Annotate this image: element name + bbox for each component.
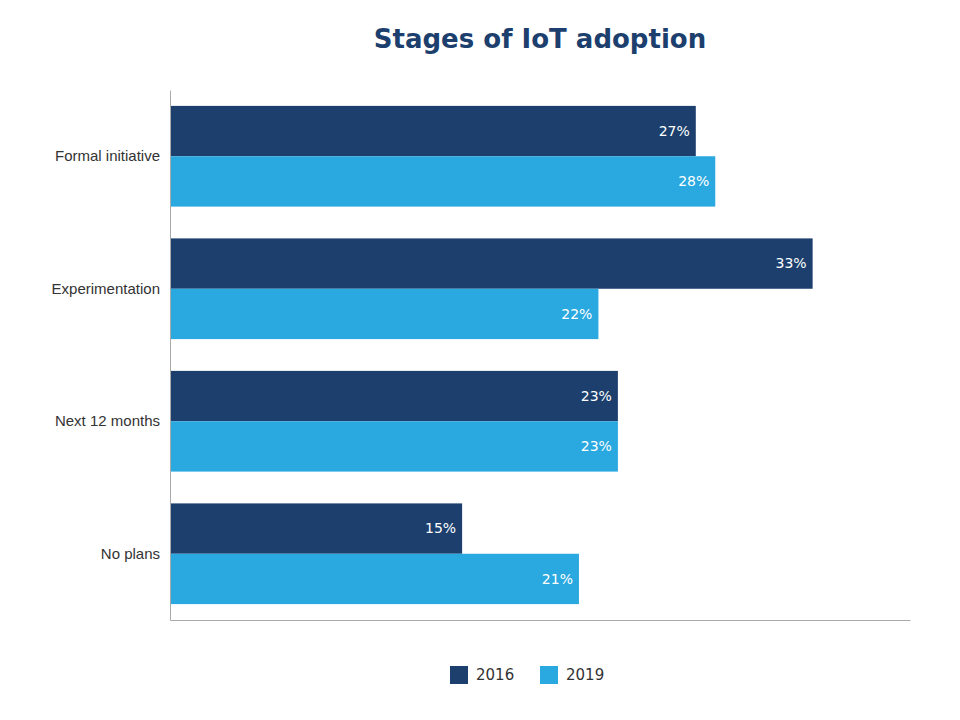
- legend-swatch: [450, 666, 468, 684]
- legend-item: 2016: [450, 666, 514, 684]
- bar: [170, 554, 579, 604]
- legend-label: 2016: [476, 666, 514, 684]
- bar: [170, 503, 462, 553]
- bars: [170, 106, 813, 604]
- y-tick: Formal initiative: [55, 147, 160, 164]
- data-label: 15%: [425, 520, 456, 536]
- data-label: 27%: [659, 123, 690, 139]
- bar: [170, 106, 696, 156]
- legend: 2016 2019: [450, 666, 604, 684]
- y-tick-label: Next 12 months: [55, 412, 160, 429]
- legend-label: 2019: [566, 666, 604, 684]
- y-tick-label: Experimentation: [52, 280, 160, 297]
- y-axis: Formal initiative Experimentation Next 12 …: [52, 91, 171, 621]
- x-axis: [171, 620, 911, 621]
- bar: [170, 156, 715, 206]
- y-tick: Next 12 months: [55, 412, 160, 429]
- bar: [170, 421, 618, 471]
- legend-item: 2019: [540, 666, 604, 684]
- bar: [170, 238, 813, 288]
- data-label: 33%: [776, 255, 807, 271]
- bar: [170, 371, 618, 421]
- chart: 27% 33% 23% 15% 28% 22% 23% 21% Formal initiativ…: [0, 0, 960, 720]
- plot: 27% 33% 23% 15% 28% 22% 23% 21% Formal initiativ…: [52, 91, 911, 621]
- y-tick-label: Formal initiative: [55, 147, 160, 164]
- bar: [170, 289, 598, 339]
- data-label: 28%: [678, 173, 709, 189]
- y-tick-label: No plans: [101, 545, 160, 562]
- x-axis-line: [171, 620, 911, 621]
- data-label: 23%: [581, 388, 612, 404]
- y-tick: Experimentation: [52, 280, 160, 297]
- data-label: 21%: [542, 571, 573, 587]
- data-label: 22%: [561, 306, 592, 322]
- y-tick: No plans: [101, 545, 160, 562]
- legend-swatch: [540, 666, 558, 684]
- data-labels: 27% 33% 23% 15% 28% 22% 23% 21%: [425, 123, 807, 587]
- data-label: 23%: [581, 438, 612, 454]
- title: Stages of IoT adoption: [374, 24, 706, 54]
- y-axis-line: [170, 91, 171, 621]
